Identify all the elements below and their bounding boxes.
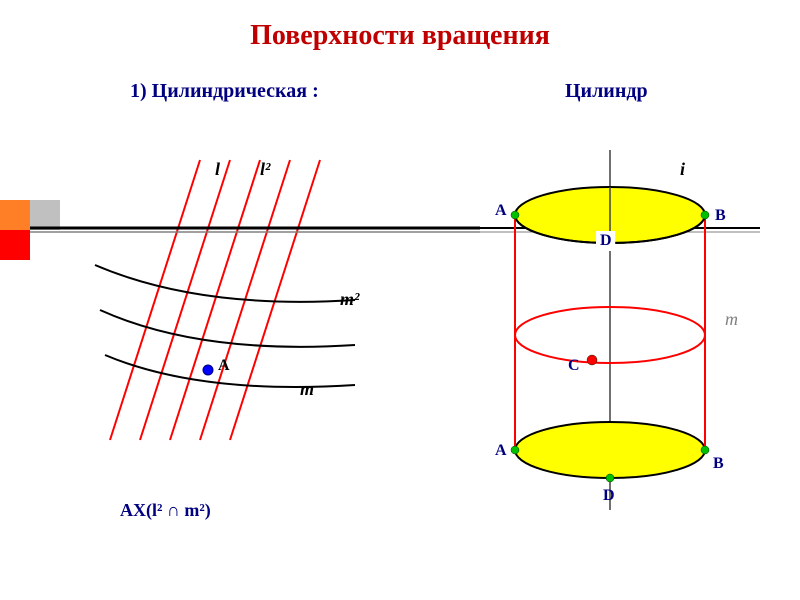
svg-text:D: D (600, 232, 612, 249)
svg-text:В: В (715, 207, 726, 224)
slide: Поверхности вращения 1) Цилиндрическая :… (0, 0, 800, 600)
svg-text:А: А (495, 442, 507, 459)
svg-text:m: m (725, 309, 738, 329)
svg-text:i: i (680, 159, 685, 179)
svg-text:m²: m² (340, 289, 360, 309)
svg-text:l: l (215, 159, 220, 179)
svg-text:m: m (300, 379, 314, 399)
formula: АX(l² ∩ m²) (120, 500, 211, 521)
svg-text:С: С (568, 357, 580, 374)
svg-text:А: А (495, 202, 507, 219)
svg-text:D: D (603, 487, 615, 504)
svg-text:А: А (218, 357, 230, 374)
svg-text:l²: l² (260, 159, 271, 179)
svg-text:В: В (713, 455, 724, 472)
